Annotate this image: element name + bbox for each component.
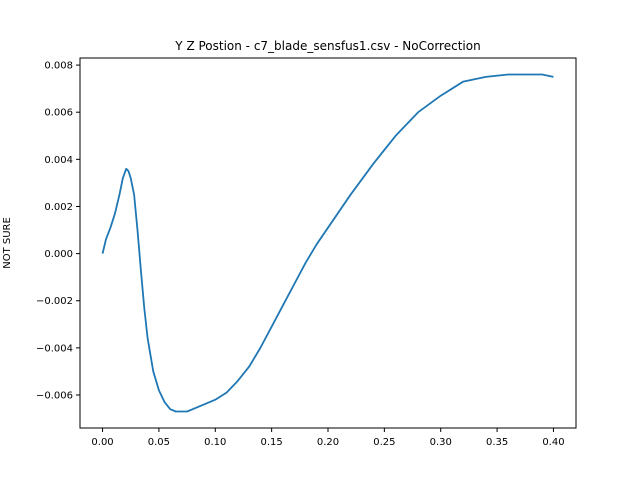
x-tick-label: 0.20 (317, 437, 339, 448)
x-tick-label: 0.15 (261, 437, 283, 448)
y-tick-label: −0.006 (36, 391, 73, 402)
x-tick-label: 0.35 (486, 437, 508, 448)
y-tick-label: 0.008 (44, 61, 73, 72)
plot-lines (101, 73, 554, 413)
y-tick-label: 0.002 (44, 202, 73, 213)
chart-title: Y Z Postion - c7_blade_sensfus1.csv - No… (174, 39, 480, 53)
plot-frame (79, 57, 577, 429)
x-tick-label: 0.30 (430, 437, 452, 448)
y-axis-ticks: −0.006 −0.004 −0.002 0.000 0.002 0.004 0.006 0.… (36, 61, 80, 402)
x-tick-label: 0.05 (148, 437, 170, 448)
y-tick-label: 0.004 (44, 155, 73, 166)
x-tick-label: 0.25 (373, 437, 395, 448)
y-tick-label: −0.002 (36, 296, 73, 307)
y-axis-label: NOT SURE (2, 217, 13, 269)
y-tick-label: 0.006 (44, 108, 73, 119)
x-axis-ticks: 0.00 0.05 0.10 0.15 0.20 0.25 0.30 0.35 0.40 (91, 428, 565, 448)
series-line (101, 73, 554, 413)
x-tick-label: 0.40 (542, 437, 564, 448)
y-tick-label: −0.004 (36, 343, 73, 354)
x-tick-label: 0.10 (204, 437, 226, 448)
y-tick-label: 0.000 (44, 249, 73, 260)
x-tick-label: 0.00 (91, 437, 113, 448)
